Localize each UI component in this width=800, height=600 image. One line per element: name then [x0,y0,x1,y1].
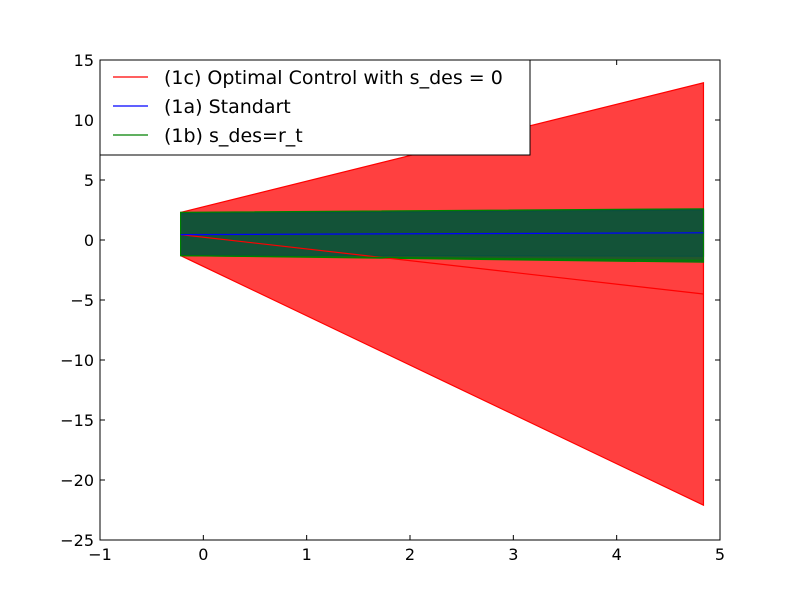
x-tick-label: 5 [715,545,725,564]
y-tick-label: −15 [60,411,94,430]
x-tick-label: 0 [198,545,208,564]
legend-label: (1b) s_des=r_t [164,125,303,147]
x-tick-label: 1 [302,545,312,564]
legend-label: (1c) Optimal Control with s_des = 0 [164,67,503,89]
y-tick-label: 0 [84,231,94,250]
x-tick-label: 4 [612,545,622,564]
line-series-1 [180,232,704,236]
x-tick-label: 2 [405,545,415,564]
x-tick-label: −1 [88,545,112,564]
y-tick-label: −5 [70,291,94,310]
y-tick-label: −25 [60,531,94,550]
y-tick-label: −20 [60,471,94,490]
line-series-0 [180,234,704,295]
legend: (1c) Optimal Control with s_des = 0 (1a) … [99,59,531,156]
y-tick-label: 10 [74,111,94,130]
y-tick-label: 15 [74,51,94,70]
x-tick-label: 3 [508,545,518,564]
line-series-2 [180,255,704,261]
series-lines [180,232,704,295]
band-series-2 [180,208,705,263]
legend-box [99,59,531,156]
legend-label: (1a) Standart [164,96,291,118]
y-tick-label: 5 [84,171,94,190]
y-tick-label: −10 [60,351,94,370]
